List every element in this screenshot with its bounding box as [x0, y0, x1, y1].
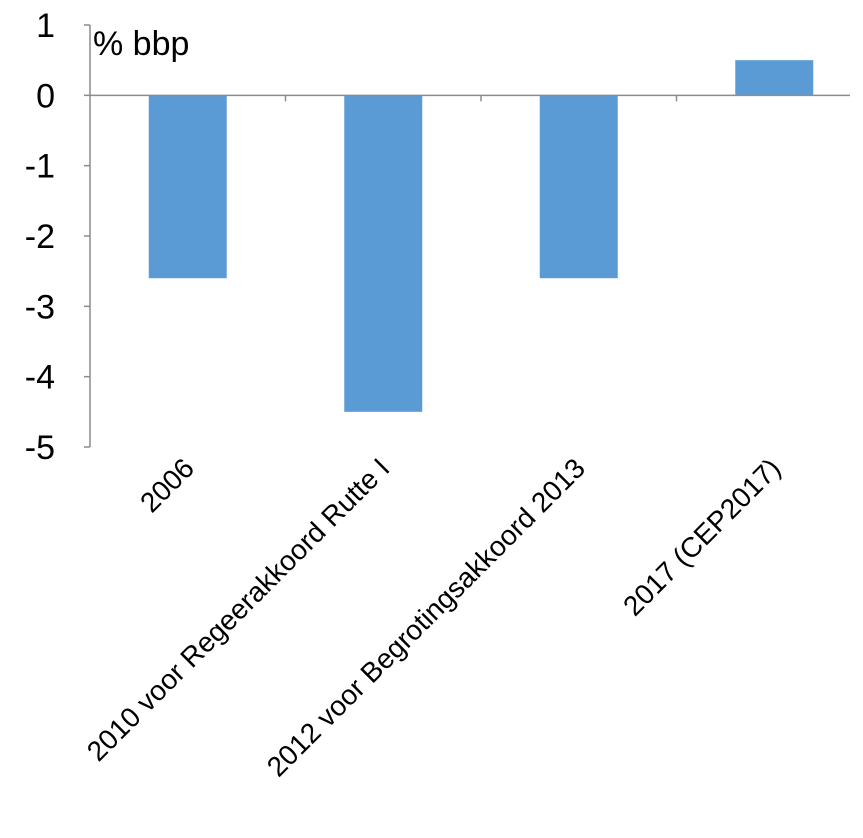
bar	[344, 95, 423, 412]
y-tick-label: -1	[25, 148, 55, 186]
category-label: 2006	[134, 452, 200, 518]
bars-group	[148, 60, 814, 412]
bar	[735, 60, 814, 96]
y-tick-label: -5	[25, 429, 55, 467]
bar	[539, 95, 618, 279]
category-label: 2017 (CEP2017)	[617, 452, 786, 621]
unit-label: % bbp	[93, 25, 189, 63]
x-ticks-group	[284, 95, 678, 102]
category-label: 2012 voor Begrotingsakkoord 2013	[261, 452, 591, 782]
y-ticks-group: 1 0 -1 -2 -3 -4 -5	[25, 7, 90, 467]
y-tick-label: 0	[36, 77, 55, 115]
y-tick-label: 1	[36, 7, 55, 45]
bar	[148, 95, 227, 279]
y-tick-label: -4	[25, 359, 55, 397]
y-tick-label: -3	[25, 288, 55, 326]
y-tick-label: -2	[25, 218, 55, 256]
category-label: 2010 voor Regeerakkoord Rutte I	[81, 452, 396, 767]
